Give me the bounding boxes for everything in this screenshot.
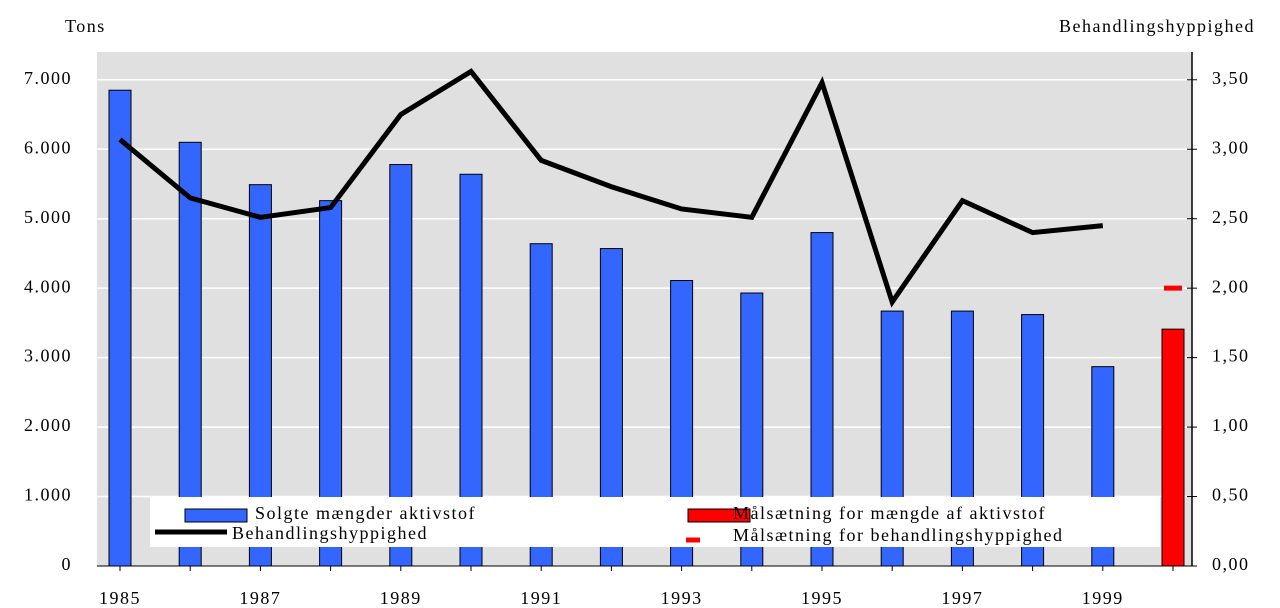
y2-tick-label: 1,00 [1212,415,1250,435]
x-tick-label: 1987 [239,588,281,608]
y-tick-label: 4.000 [24,276,72,296]
y2-tick-label: 1,50 [1212,346,1250,366]
y-tick-label: 3.000 [24,346,72,366]
legend-label: Målsætning for behandlingshyppighed [733,525,1063,545]
y-tick-label: 1.000 [24,485,72,505]
y-tick-label: 6.000 [24,137,72,157]
bar [108,89,132,567]
x-tick-label: 1989 [380,588,422,608]
y2-axis-label: Behandlingshyppighed [1059,16,1255,36]
legend-swatch [687,508,751,523]
y2-tick-label: 0,00 [1212,554,1250,574]
y2-tick-label: 3,50 [1212,68,1250,88]
x-tick-label: 1991 [520,588,562,608]
legend-box [150,497,1160,547]
y-tick-label: 5.000 [24,207,72,227]
x-tick-label: 1995 [801,588,843,608]
y2-tick-label: 2,50 [1212,207,1250,227]
y2-tick-label: 3,00 [1212,137,1250,157]
y-tick-label: 0 [62,554,73,574]
y2-tick-label: 0,50 [1212,485,1250,505]
grid [97,79,1192,498]
legend: Solgte mængder aktivstof Målsætning for m… [150,497,1160,547]
legend-label: Behandlingshyppighed [232,523,428,543]
legend-swatch [184,508,248,523]
bar [1161,328,1185,567]
plot-area [97,52,1192,566]
y-tick-label: 7.000 [24,68,72,88]
y2-tick-label: 2,00 [1212,276,1250,296]
x-tick-label: 1993 [661,588,703,608]
legend-label: Solgte mængder aktivstof [255,503,476,523]
legend-label: Målsætning for mængde af aktivstof [733,503,1046,523]
x-tick-label: 1999 [1082,588,1124,608]
x-tick-label: 1997 [941,588,983,608]
x-tick-label: 1985 [99,588,141,608]
line [118,68,1104,308]
y-axis-label: Tons [65,16,106,36]
y-tick-label: 2.000 [24,415,72,435]
